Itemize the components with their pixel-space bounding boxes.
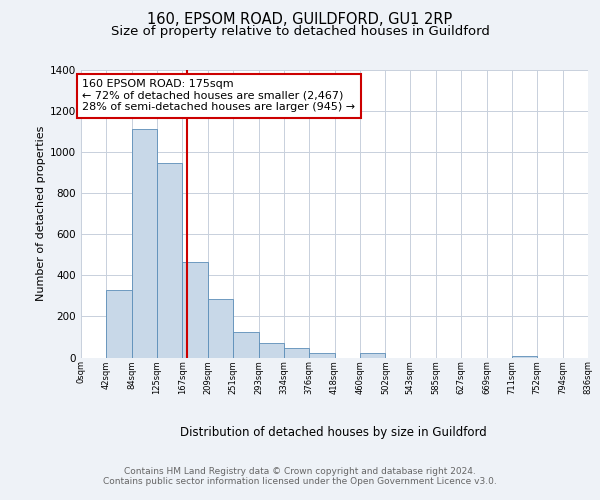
Text: Distribution of detached houses by size in Guildford: Distribution of detached houses by size … <box>179 426 487 439</box>
Bar <box>259 343 284 357</box>
Bar <box>106 290 132 358</box>
Bar <box>132 129 157 358</box>
Bar <box>284 348 309 358</box>
Text: 160, EPSOM ROAD, GUILDFORD, GU1 2RP: 160, EPSOM ROAD, GUILDFORD, GU1 2RP <box>148 12 452 28</box>
Text: Size of property relative to detached houses in Guildford: Size of property relative to detached ho… <box>110 25 490 38</box>
Text: 160 EPSOM ROAD: 175sqm
← 72% of detached houses are smaller (2,467)
28% of semi-: 160 EPSOM ROAD: 175sqm ← 72% of detached… <box>82 79 355 112</box>
Bar <box>182 262 208 358</box>
Bar <box>157 163 182 358</box>
Bar <box>208 299 233 358</box>
Y-axis label: Number of detached properties: Number of detached properties <box>36 126 46 302</box>
Bar <box>309 354 335 358</box>
Text: Contains public sector information licensed under the Open Government Licence v3: Contains public sector information licen… <box>103 477 497 486</box>
Text: Contains HM Land Registry data © Crown copyright and database right 2024.: Contains HM Land Registry data © Crown c… <box>124 467 476 476</box>
Bar <box>512 356 537 358</box>
Bar <box>233 332 259 357</box>
Bar <box>360 353 385 358</box>
